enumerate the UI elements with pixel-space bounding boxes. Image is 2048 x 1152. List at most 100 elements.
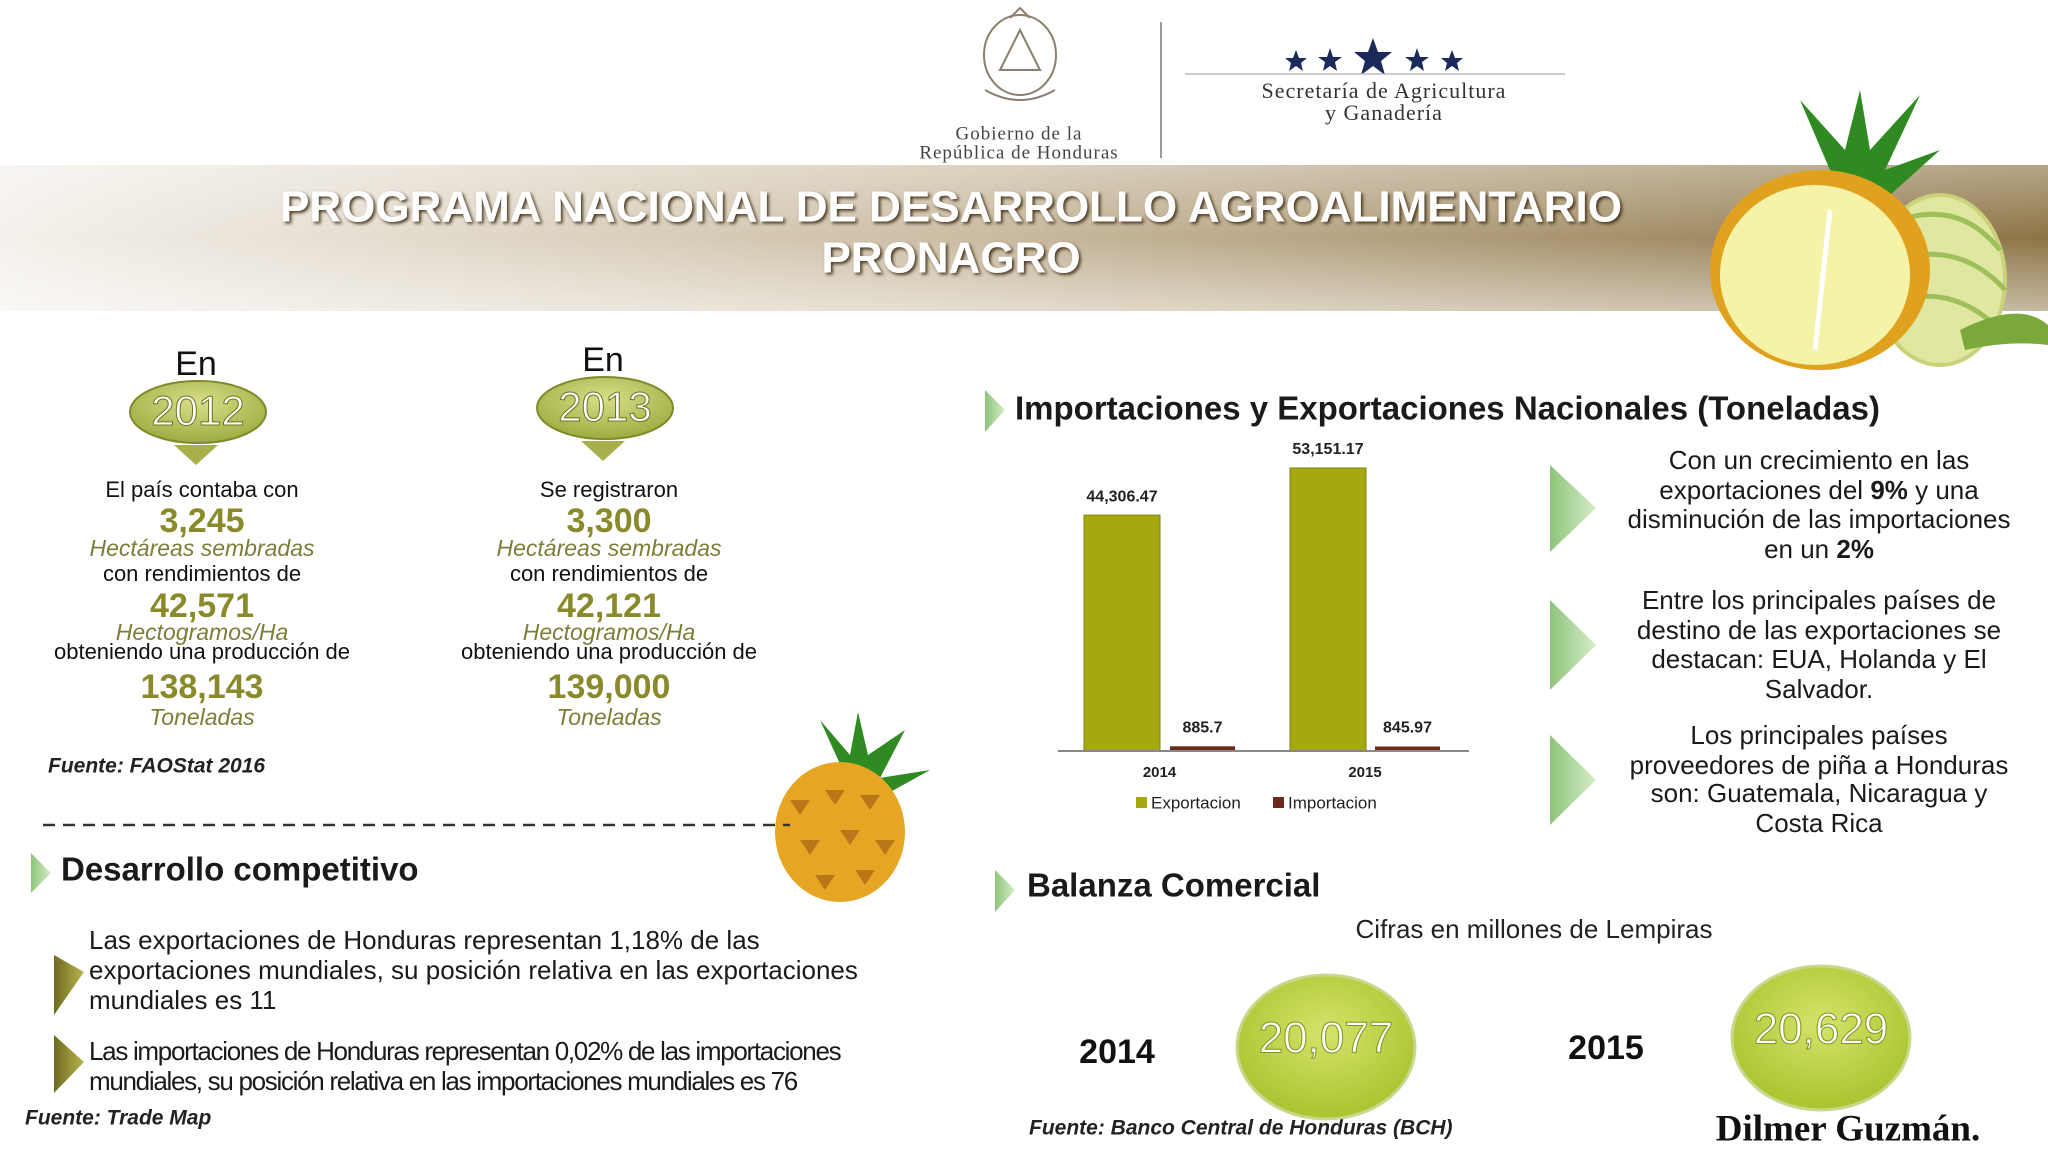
bar [1375, 746, 1440, 751]
legend-swatch [1136, 797, 1147, 808]
note-line: destino de las exportaciones se [1637, 615, 2001, 645]
value-label: 845.97 [1383, 720, 1432, 737]
pineapple-illustration [1710, 90, 2048, 370]
government-name: Gobierno de la [956, 123, 1083, 144]
heading-arrow [31, 853, 51, 893]
note-text: exportaciones del [1659, 475, 1870, 505]
year-pointer [174, 445, 218, 465]
note-text: y una [1908, 475, 1979, 505]
note-line: exportaciones del 9% y una [1659, 475, 1979, 505]
item-line: exportaciones mundiales, su posición rel… [89, 955, 858, 985]
bullet-arrow [1550, 465, 1596, 552]
intro: En [582, 341, 624, 379]
intro: En [175, 345, 217, 383]
area: 3,300 [566, 502, 651, 540]
item-line: Las exportaciones de Honduras representa… [89, 925, 760, 955]
item-line: Las importaciones de Honduras representa… [89, 1036, 842, 1066]
value-label: 885.7 [1182, 720, 1222, 737]
note-line: disminución de las importaciones [1628, 504, 2011, 534]
bullet-arrow [1550, 600, 1596, 690]
value-label: 53,151.17 [1292, 441, 1363, 458]
note-line: Los principales países [1690, 720, 1947, 750]
year-pill [129, 380, 267, 444]
bar [1083, 514, 1161, 752]
balance-year: 2014 [1079, 1033, 1155, 1071]
legend-label: Importacion [1288, 793, 1377, 812]
item-line: mundiales es 11 [89, 985, 276, 1015]
legend-swatch [1273, 797, 1284, 808]
source: Fuente: Banco Central de Honduras (BCH) [1029, 1117, 1453, 1140]
text2: con rendimientos de [103, 561, 301, 586]
yield: 42,571 [150, 587, 254, 625]
coat-of-arms [983, 6, 1057, 101]
production-unit: Toneladas [149, 704, 255, 730]
item-line: mundiales, su posición relativa en las i… [89, 1066, 798, 1096]
area-unit: Hectáreas sembradas [497, 535, 722, 561]
balance-year: 2015 [1568, 1029, 1644, 1067]
text3: obteniendo una producción de [461, 639, 757, 664]
area-unit: Hectáreas sembradas [90, 535, 315, 561]
note-text: proveedores de piña a Honduras [1630, 750, 2009, 780]
government-name: República de Honduras [919, 142, 1118, 163]
bar [1289, 467, 1367, 752]
note-text: Los principales países [1690, 720, 1947, 750]
yield: 42,121 [557, 587, 661, 625]
chart-title: Importaciones y Exportaciones Nacionales… [1015, 390, 1880, 427]
yield-unit: Hectogramos/Ha [116, 619, 289, 645]
section-heading: Balanza Comercial [1027, 867, 1320, 904]
production: 139,000 [548, 668, 671, 706]
note-line: Salvador. [1765, 674, 1873, 704]
note-line: Entre los principales países de [1642, 585, 1996, 615]
x-tick-label: 2014 [1143, 764, 1177, 781]
ministry-name: Secretaría de Agricultura [1262, 78, 1507, 103]
year: 2012 [151, 387, 244, 434]
stars [1285, 38, 1463, 75]
note-text: Con un crecimiento en las [1669, 445, 1970, 475]
main-title: PRONAGRO [821, 234, 1080, 283]
legend-label: Exportacion [1151, 793, 1241, 812]
production-unit: Toneladas [556, 704, 662, 730]
year-pill [536, 376, 674, 440]
note-text: Entre los principales países de [1642, 585, 1996, 615]
ministry-name: y Ganadería [1325, 100, 1443, 125]
production: 138,143 [141, 668, 264, 706]
text3: obteniendo una producción de [54, 639, 350, 664]
yield-unit: Hectogramos/Ha [523, 619, 696, 645]
note-line: son: Guatemala, Nicaragua y [1651, 778, 1988, 808]
balance-circle [1235, 973, 1417, 1121]
heading-arrow [985, 390, 1005, 432]
note-text: destacan: EUA, Holanda y El [1651, 644, 1986, 674]
bullet-arrow [54, 955, 84, 1015]
note-text: disminución de las importaciones [1628, 504, 2011, 534]
x-tick-label: 2015 [1348, 764, 1381, 781]
balance-value: 20,629 [1754, 1005, 1889, 1054]
heading-arrow [995, 870, 1015, 912]
note-text: 9% [1870, 475, 1908, 505]
subtitle: Cifras en millones de Lempiras [1356, 914, 1713, 944]
value-label: 44,306.47 [1086, 488, 1157, 505]
note-line: Costa Rica [1755, 808, 1883, 838]
bullet-arrow [1550, 735, 1596, 825]
pineapple-illustration [775, 712, 930, 902]
bar [1170, 746, 1235, 751]
note-text: son: Guatemala, Nicaragua y [1651, 778, 1988, 808]
section-heading: Desarrollo competitivo [61, 851, 419, 888]
balance-value: 20,077 [1259, 1014, 1394, 1063]
balance-circle [1730, 964, 1912, 1112]
area: 3,245 [159, 502, 244, 540]
note-line: Con un crecimiento en las [1669, 445, 1970, 475]
note-line: proveedores de piña a Honduras [1630, 750, 2009, 780]
author: Dilmer Guzmán. [1716, 1108, 1980, 1149]
year-pointer [581, 441, 625, 461]
source: Fuente: FAOStat 2016 [48, 755, 265, 778]
main-title: PROGRAMA NACIONAL DE DESARROLLO AGROALIM… [280, 183, 1622, 232]
note-line: destacan: EUA, Holanda y El [1651, 644, 1986, 674]
title-band-shine [0, 165, 2048, 311]
note-text: Salvador. [1765, 674, 1873, 704]
note-text: en un [1764, 534, 1836, 564]
note-text: destino de las exportaciones se [1637, 615, 2001, 645]
year: 2013 [558, 383, 651, 430]
note-line: en un 2% [1764, 534, 1874, 564]
source: Fuente: Trade Map [25, 1107, 211, 1130]
